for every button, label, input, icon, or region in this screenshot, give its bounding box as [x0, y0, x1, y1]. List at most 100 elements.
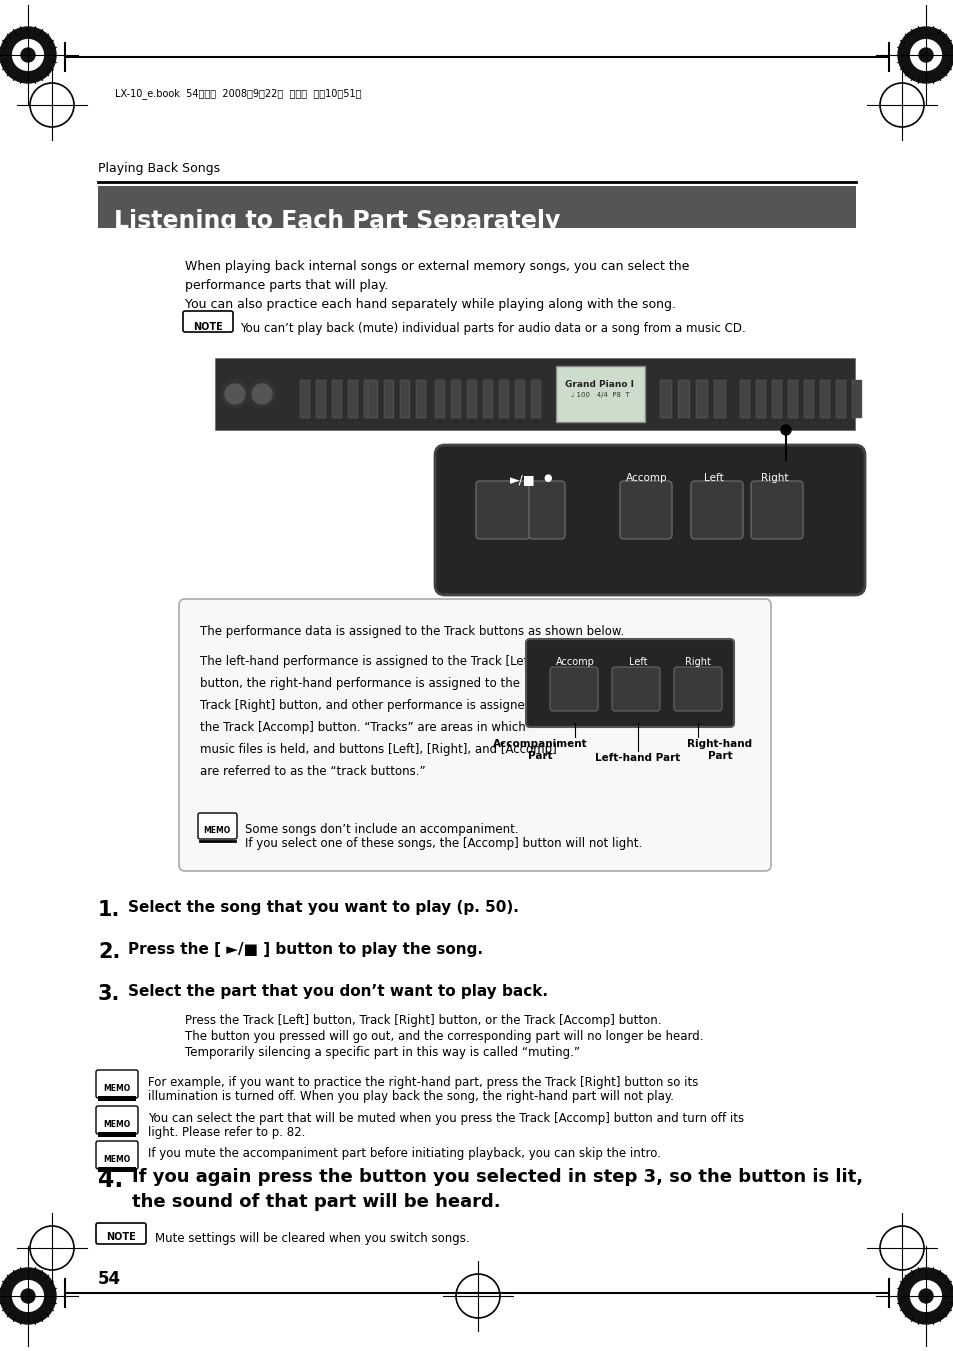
Text: ●: ●: [542, 473, 551, 484]
Circle shape: [252, 384, 272, 404]
Text: Mute settings will be cleared when you switch songs.: Mute settings will be cleared when you s…: [154, 1232, 469, 1246]
FancyBboxPatch shape: [531, 380, 540, 417]
Text: The left-hand performance is assigned to the Track [Left]: The left-hand performance is assigned to…: [200, 655, 537, 667]
FancyBboxPatch shape: [435, 380, 444, 417]
Circle shape: [12, 39, 43, 70]
FancyBboxPatch shape: [673, 667, 721, 711]
FancyBboxPatch shape: [98, 1096, 136, 1101]
FancyBboxPatch shape: [299, 380, 310, 417]
Circle shape: [910, 1281, 941, 1312]
Text: The performance data is assigned to the Track buttons as shown below.: The performance data is assigned to the …: [200, 626, 623, 638]
FancyBboxPatch shape: [476, 481, 530, 539]
Text: Press the Track [Left] button, Track [Right] button, or the Track [Accomp] butto: Press the Track [Left] button, Track [Ri…: [185, 1015, 660, 1027]
FancyBboxPatch shape: [851, 380, 862, 417]
Text: music files is held, and buttons [Left], [Right], and [Accomp]: music files is held, and buttons [Left],…: [200, 743, 557, 757]
Text: If you select one of these songs, the [Accomp] button will not light.: If you select one of these songs, the [A…: [245, 838, 641, 850]
Text: Playing Back Songs: Playing Back Songs: [98, 162, 220, 176]
Text: the Track [Accomp] button. “Tracks” are areas in which: the Track [Accomp] button. “Tracks” are …: [200, 721, 525, 734]
Text: MEMO: MEMO: [103, 1084, 131, 1093]
FancyBboxPatch shape: [348, 380, 357, 417]
Text: Temporarily silencing a specific part in this way is called “muting.”: Temporarily silencing a specific part in…: [185, 1046, 579, 1059]
Text: You can’t play back (mute) individual parts for audio data or a song from a musi: You can’t play back (mute) individual pa…: [240, 322, 745, 335]
Text: 3.: 3.: [98, 984, 120, 1004]
FancyBboxPatch shape: [416, 380, 426, 417]
FancyBboxPatch shape: [690, 481, 742, 539]
FancyBboxPatch shape: [384, 380, 394, 417]
Circle shape: [12, 1281, 43, 1312]
FancyBboxPatch shape: [498, 380, 509, 417]
FancyBboxPatch shape: [550, 667, 598, 711]
FancyBboxPatch shape: [755, 380, 765, 417]
Text: MEMO: MEMO: [103, 1155, 131, 1165]
Text: Select the song that you want to play (p. 50).: Select the song that you want to play (p…: [128, 900, 518, 915]
FancyBboxPatch shape: [364, 380, 374, 417]
Text: MEMO: MEMO: [203, 825, 231, 835]
Text: ♩ 100   4/4  P8  T: ♩ 100 4/4 P8 T: [570, 392, 629, 399]
Text: Right: Right: [684, 657, 710, 667]
Text: 4.: 4.: [98, 1169, 123, 1192]
FancyBboxPatch shape: [98, 1167, 136, 1173]
Text: Listening to Each Part Separately: Listening to Each Part Separately: [113, 209, 559, 232]
Text: Accomp: Accomp: [625, 473, 667, 484]
FancyBboxPatch shape: [179, 598, 770, 871]
Text: Accompaniment
Part: Accompaniment Part: [492, 739, 587, 762]
Text: Some songs don’t include an accompaniment.: Some songs don’t include an accompanimen…: [245, 823, 518, 836]
Text: 54: 54: [98, 1270, 121, 1288]
FancyBboxPatch shape: [713, 380, 725, 417]
Text: Press the [ ►/■ ] button to play the song.: Press the [ ►/■ ] button to play the son…: [128, 942, 482, 957]
Circle shape: [21, 49, 35, 62]
FancyBboxPatch shape: [529, 481, 564, 539]
FancyBboxPatch shape: [467, 380, 476, 417]
Circle shape: [918, 1289, 932, 1302]
Text: If you again press the button you selected in step 3, so the button is lit,
the : If you again press the button you select…: [132, 1169, 862, 1210]
Text: Left-hand Part: Left-hand Part: [595, 753, 679, 763]
Text: MEMO: MEMO: [103, 1120, 131, 1129]
FancyBboxPatch shape: [315, 380, 326, 417]
Text: are referred to as the “track buttons.”: are referred to as the “track buttons.”: [200, 765, 425, 778]
Text: Accomp: Accomp: [555, 657, 594, 667]
Text: Track [Right] button, and other performance is assigned to: Track [Right] button, and other performa…: [200, 698, 547, 712]
Circle shape: [897, 27, 953, 82]
FancyBboxPatch shape: [515, 380, 524, 417]
FancyBboxPatch shape: [619, 481, 671, 539]
FancyBboxPatch shape: [214, 358, 854, 430]
FancyBboxPatch shape: [98, 1132, 136, 1138]
Circle shape: [0, 1269, 56, 1324]
FancyBboxPatch shape: [368, 380, 377, 417]
FancyBboxPatch shape: [740, 380, 749, 417]
Text: button, the right-hand performance is assigned to the: button, the right-hand performance is as…: [200, 677, 519, 690]
FancyBboxPatch shape: [696, 380, 707, 417]
Text: Left: Left: [628, 657, 646, 667]
FancyBboxPatch shape: [787, 380, 797, 417]
Text: Grand Piano I: Grand Piano I: [565, 380, 634, 389]
Text: Left: Left: [703, 473, 723, 484]
Circle shape: [225, 384, 245, 404]
FancyBboxPatch shape: [771, 380, 781, 417]
FancyBboxPatch shape: [332, 380, 341, 417]
FancyBboxPatch shape: [556, 366, 644, 422]
FancyBboxPatch shape: [198, 813, 236, 839]
Circle shape: [910, 39, 941, 70]
Text: NOTE: NOTE: [106, 1232, 135, 1242]
Text: light. Please refer to p. 82.: light. Please refer to p. 82.: [148, 1125, 305, 1139]
Text: Right-hand
Part: Right-hand Part: [687, 739, 752, 762]
FancyBboxPatch shape: [803, 380, 813, 417]
FancyBboxPatch shape: [96, 1106, 138, 1133]
FancyBboxPatch shape: [451, 380, 460, 417]
FancyBboxPatch shape: [399, 380, 410, 417]
FancyBboxPatch shape: [482, 380, 493, 417]
Circle shape: [918, 49, 932, 62]
Text: LX-10_e.book  54ページ  2008年9月22日  月曜日  午前10時51分: LX-10_e.book 54ページ 2008年9月22日 月曜日 午前10時5…: [115, 88, 361, 99]
FancyBboxPatch shape: [435, 444, 864, 594]
Text: You can select the part that will be muted when you press the Track [Accomp] but: You can select the part that will be mut…: [148, 1112, 743, 1125]
Text: Right: Right: [760, 473, 788, 484]
Circle shape: [0, 27, 56, 82]
Text: NOTE: NOTE: [193, 322, 223, 332]
FancyBboxPatch shape: [96, 1142, 138, 1169]
Text: When playing back internal songs or external memory songs, you can select the
pe: When playing back internal songs or exte…: [185, 259, 689, 292]
Circle shape: [781, 426, 790, 435]
Text: You can also practice each hand separately while playing along with the song.: You can also practice each hand separate…: [185, 299, 676, 311]
Text: For example, if you want to practice the right-hand part, press the Track [Right: For example, if you want to practice the…: [148, 1075, 698, 1089]
Circle shape: [221, 380, 249, 408]
Circle shape: [21, 1289, 35, 1302]
